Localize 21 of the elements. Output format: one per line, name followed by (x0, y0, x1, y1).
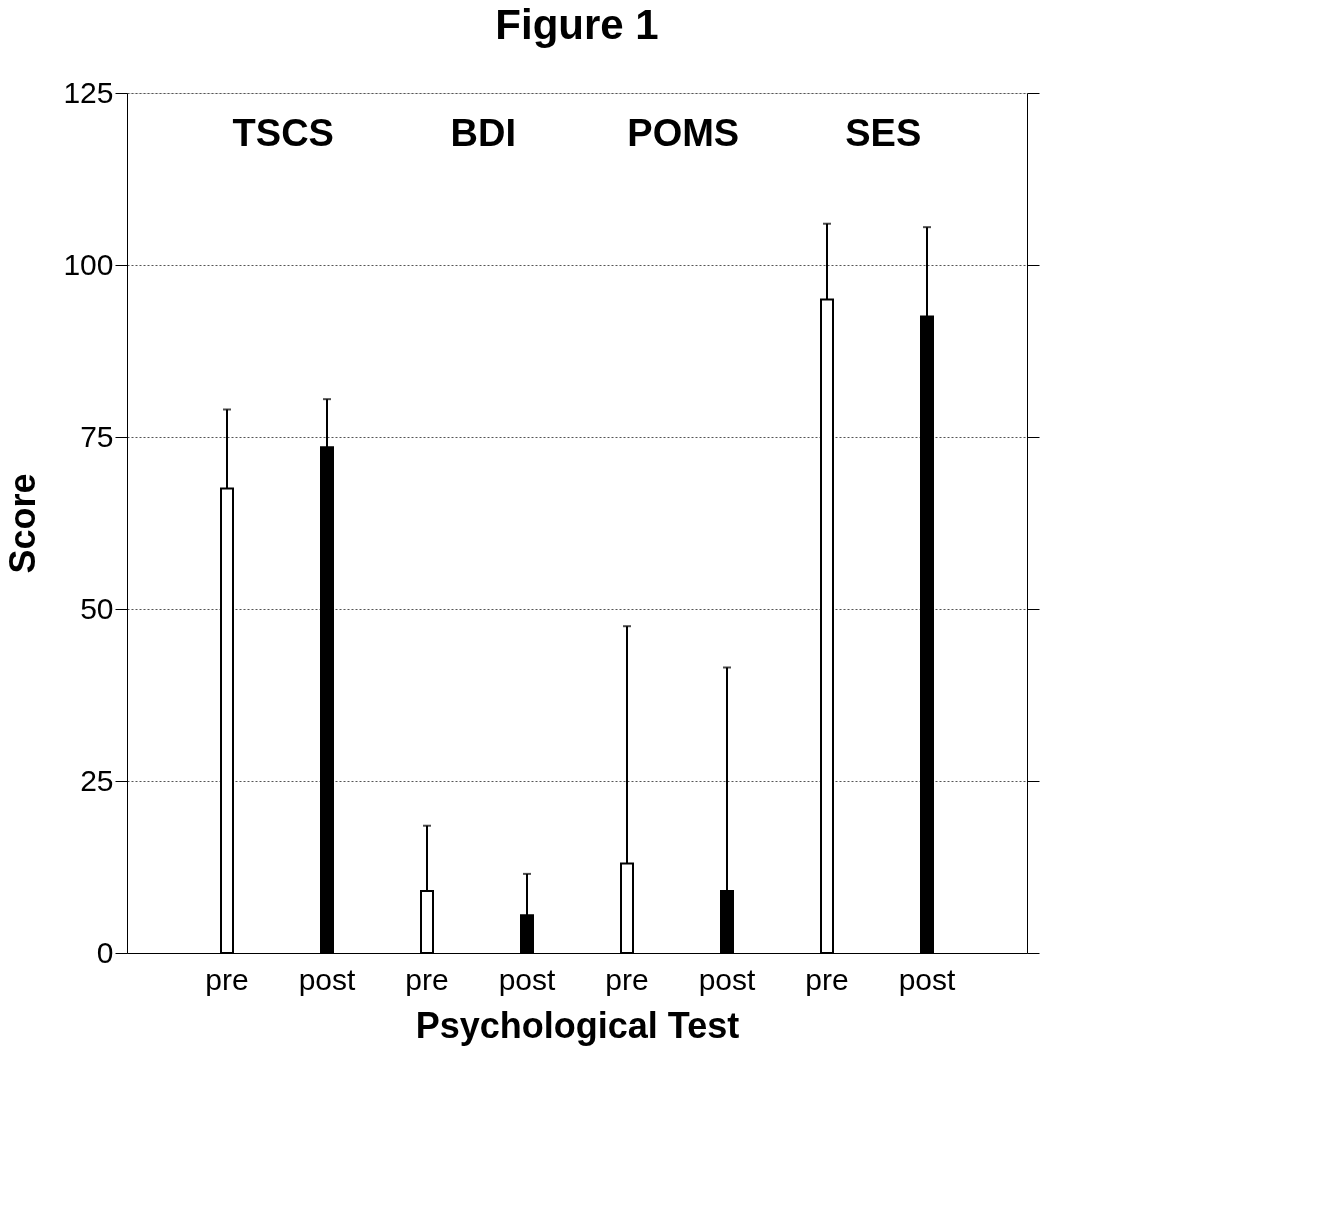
x-tick-label: pre (805, 962, 849, 996)
annotation: SES (845, 112, 922, 154)
annotation: TSCS (232, 112, 334, 154)
x-tick-label: pre (405, 962, 449, 996)
x-tick-label: post (698, 962, 757, 996)
annotation: POMS (627, 112, 740, 154)
x-tick-label: pre (205, 962, 249, 996)
x-axis-title: Psychological Test (415, 1004, 740, 1046)
x-tick-label: post (498, 962, 557, 996)
y-axis-title: Score (2, 473, 44, 574)
x-tick-label: post (298, 962, 357, 996)
y-tick-label: 0 (96, 935, 114, 969)
x-tick-label: post (898, 962, 957, 996)
y-tick-label: 25 (80, 763, 114, 797)
x-tick-label: pre (605, 962, 649, 996)
y-tick-label: 75 (80, 419, 114, 453)
y-tick-label: 50 (80, 591, 114, 625)
annotation: BDI (450, 112, 516, 154)
y-tick-label: 100 (63, 247, 114, 281)
chart-title: Figure 1 (495, 1, 659, 48)
y-tick-label: 125 (63, 75, 114, 109)
